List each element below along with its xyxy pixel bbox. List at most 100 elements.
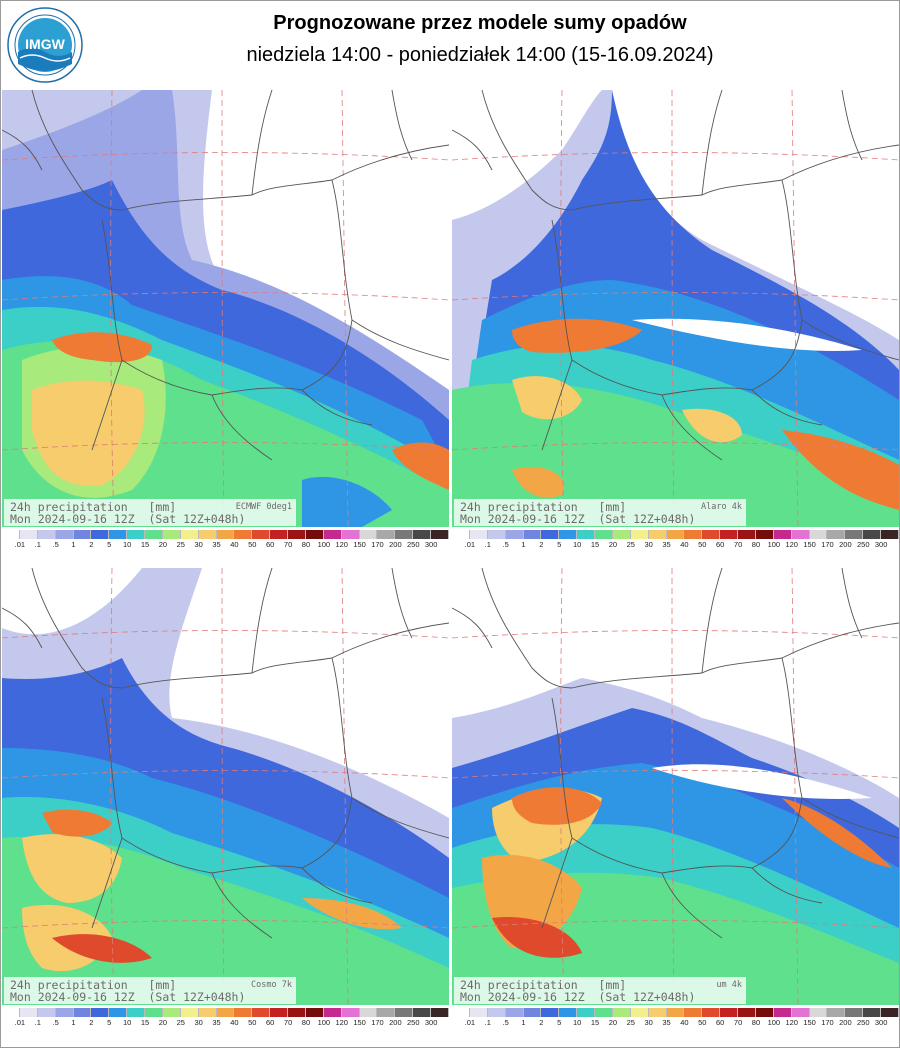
legend-label: .5 xyxy=(502,1018,509,1027)
lat-lon-gridline xyxy=(671,568,675,1005)
legend-label: .5 xyxy=(502,540,509,549)
legend-label: .01 xyxy=(14,1018,26,1027)
precipitation-band xyxy=(512,787,602,825)
legend-swatch xyxy=(541,530,560,539)
legend-label: 1 xyxy=(521,1018,526,1027)
legend-swatch xyxy=(2,530,20,539)
country-border xyxy=(391,568,413,639)
country-border xyxy=(841,568,863,639)
legend-swatch xyxy=(559,1008,578,1017)
country-border xyxy=(91,837,123,929)
legend-swatch xyxy=(755,530,774,539)
legend-label: 25 xyxy=(626,1018,635,1027)
lat-lon-gridline xyxy=(452,442,899,451)
legend-label: 30 xyxy=(644,540,653,549)
legend-swatch xyxy=(395,530,414,539)
legend-label: 20 xyxy=(158,1018,168,1027)
precipitation-band xyxy=(512,318,642,353)
lat-lon-gridline xyxy=(671,90,675,527)
country-border xyxy=(751,389,823,426)
lat-lon-gridline xyxy=(341,568,349,1005)
legend-swatch xyxy=(541,1008,560,1017)
color-legend: .01.1.5 1 2 5 10 15 20 25 30 35 40 50 60 70 80 100 120 15… xyxy=(452,1008,899,1030)
legend-swatch xyxy=(145,1008,163,1017)
legend-label: 120 xyxy=(785,540,798,549)
legend-swatch xyxy=(252,530,271,539)
legend-label: 15 xyxy=(140,1018,150,1027)
country-border xyxy=(251,90,273,196)
country-border xyxy=(751,867,823,904)
legend-swatch xyxy=(720,1008,738,1017)
legend-swatch xyxy=(612,530,631,539)
country-border xyxy=(701,90,723,196)
precipitation-band xyxy=(492,917,582,958)
legend-swatch xyxy=(19,530,38,539)
precipitation-band xyxy=(22,834,122,903)
precipitation-field xyxy=(452,568,899,1005)
legend-swatch xyxy=(91,530,110,539)
panel-um: 24h precipitation [mm] Mon 2024-09-16 12Z… xyxy=(452,568,899,1030)
legend-label: 10 xyxy=(122,1018,132,1027)
legend-label: 1 xyxy=(521,540,526,549)
legend-label: 50 xyxy=(248,1018,257,1027)
legend-label: 5 xyxy=(557,1018,562,1027)
lat-lon-gridline xyxy=(452,152,899,161)
color-legend: .01.1.5 1 2 5 10 15 20 25 30 35 40 50 60 70 80 100 120 15… xyxy=(2,1008,449,1030)
legend-label: .1 xyxy=(34,540,41,549)
legend-swatch xyxy=(377,530,396,539)
country-border xyxy=(551,219,573,361)
legend-label: 300 xyxy=(424,540,438,549)
legend-label: 60 xyxy=(716,540,725,549)
legend-swatch xyxy=(305,530,324,539)
legend-swatch xyxy=(505,530,524,539)
legend-label: 70 xyxy=(733,1018,743,1027)
precipitation-map: 24h precipitation [mm] Mon 2024-09-16 12Z… xyxy=(2,568,449,1005)
country-border xyxy=(452,129,493,171)
legend-label: 40 xyxy=(680,1018,689,1027)
legend-swatch xyxy=(145,530,163,539)
color-legend: .01.1.5 1 2 5 10 15 20 25 30 35 40 50 60 70 80 100 120 15… xyxy=(452,530,899,552)
page-title: Prognozowane przez modele sumy opadów xyxy=(273,12,687,34)
legend-swatch xyxy=(773,530,792,539)
legend-swatch xyxy=(216,1008,235,1017)
legend-swatch xyxy=(252,1008,271,1017)
legend-label: .01 xyxy=(464,540,476,549)
legend-swatch xyxy=(702,530,721,539)
lat-lon-gridline xyxy=(2,920,449,929)
precipitation-band xyxy=(632,318,862,351)
legend-swatch xyxy=(55,1008,74,1017)
model-name: um 4k xyxy=(716,980,742,990)
legend-swatch xyxy=(270,530,288,539)
precipitation-band xyxy=(42,809,112,837)
legend-label: 5 xyxy=(107,540,112,549)
legend-label: 120 xyxy=(335,540,348,549)
country-border xyxy=(101,219,123,361)
legend-swatch xyxy=(198,530,217,539)
legend-label: 100 xyxy=(767,1018,781,1027)
legend-label: 80 xyxy=(301,540,311,549)
legend-swatch xyxy=(809,530,828,539)
legend-swatch xyxy=(359,530,378,539)
legend-label: 80 xyxy=(301,1018,311,1027)
legend-swatch xyxy=(216,530,235,539)
legend-swatch xyxy=(827,1008,846,1017)
country-border xyxy=(121,657,333,689)
legend-label: 35 xyxy=(212,540,221,549)
legend-swatch xyxy=(305,1008,324,1017)
country-border xyxy=(2,607,43,649)
legend-swatch xyxy=(2,1008,20,1017)
page-subtitle: niedziela 14:00 - poniedziałek 14:00 (15… xyxy=(246,44,714,66)
country-border xyxy=(452,607,493,649)
legend-label: 170 xyxy=(821,540,834,549)
legend-swatch xyxy=(630,530,649,539)
legend-label: 200 xyxy=(839,540,852,549)
legend-swatch xyxy=(288,1008,306,1017)
legend-label: 40 xyxy=(680,540,689,549)
legend-label: 70 xyxy=(733,540,743,549)
legend-label: 5 xyxy=(107,1018,112,1027)
precipitation-band xyxy=(52,934,152,963)
legend-label: .1 xyxy=(484,540,491,549)
legend-label: 300 xyxy=(874,540,888,549)
field-label: 24h precipitation [mm] xyxy=(460,978,627,992)
legend-swatch xyxy=(198,1008,217,1017)
